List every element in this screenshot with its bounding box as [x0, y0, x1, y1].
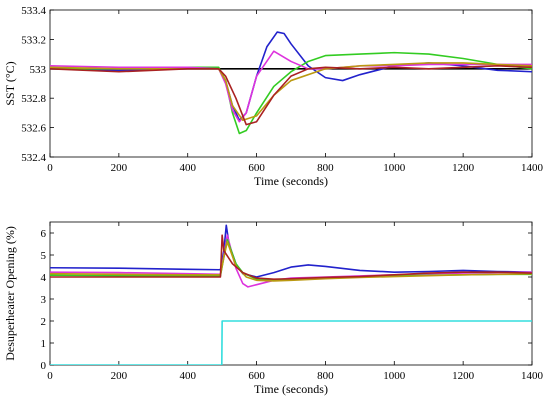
y-tick-label: 1	[41, 338, 47, 350]
series-line-3	[50, 50, 532, 123]
y-tick-label: 0	[41, 360, 47, 372]
plot-frame	[49, 9, 533, 158]
x-tick-label: 200	[111, 162, 128, 174]
x-tick-label: 1200	[452, 370, 475, 382]
x-tick-label: 800	[317, 162, 334, 174]
y-tick-label: 4	[41, 272, 47, 284]
x-tick-label: 600	[248, 370, 265, 382]
x-tick-label: 200	[111, 370, 128, 382]
y-tick-label: 2	[41, 316, 47, 328]
y-tick-label: 533.2	[21, 34, 46, 46]
series-line-4	[50, 241, 532, 282]
series-line-5	[50, 65, 532, 126]
x-tick-label: 800	[317, 370, 334, 382]
x-tick-label: 1400	[521, 370, 544, 382]
y-tick-label: 532.4	[21, 152, 46, 164]
series-line-0	[50, 320, 532, 365]
x-axis-label: Time (seconds)	[254, 174, 328, 188]
sst-chart: 0 200 400 600 800 1000 1200 1400 532.4 532.6 532.8…	[3, 5, 544, 188]
y-tick-label: 6	[41, 228, 47, 240]
x-tick-label: 1000	[383, 162, 406, 174]
plot-frame	[49, 221, 533, 366]
desuperheater-chart: 0 200 400 600 800 1000 1200 1400 0 1 2 3 4 5 6 Time (se…	[3, 221, 544, 396]
x-tick-label: 1400	[521, 162, 544, 174]
series-line-5	[50, 234, 532, 281]
y-tick-label: 532.8	[21, 93, 46, 105]
x-tick-label: 400	[179, 162, 196, 174]
series-line-1	[50, 224, 532, 278]
x-axis-label: Time (seconds)	[254, 382, 328, 396]
series-line-2	[50, 51, 532, 135]
y-axis-label: Desuperheater Opening (%)	[3, 226, 17, 361]
y-axis-label: SST (°C)	[3, 61, 17, 105]
y-tick-label: 533.4	[21, 5, 46, 17]
x-tick-label: 400	[179, 370, 196, 382]
y-tick-label: 3	[41, 294, 47, 306]
y-tick-label: 533	[30, 64, 47, 76]
x-tick-label: 1000	[383, 370, 406, 382]
x-tick-label: 1200	[452, 162, 475, 174]
x-tick-label: 600	[248, 162, 265, 174]
x-tick-label: 0	[47, 162, 53, 174]
y-tick-label: 5	[41, 250, 47, 262]
x-tick-label: 0	[47, 370, 53, 382]
y-tick-label: 532.6	[21, 123, 46, 135]
